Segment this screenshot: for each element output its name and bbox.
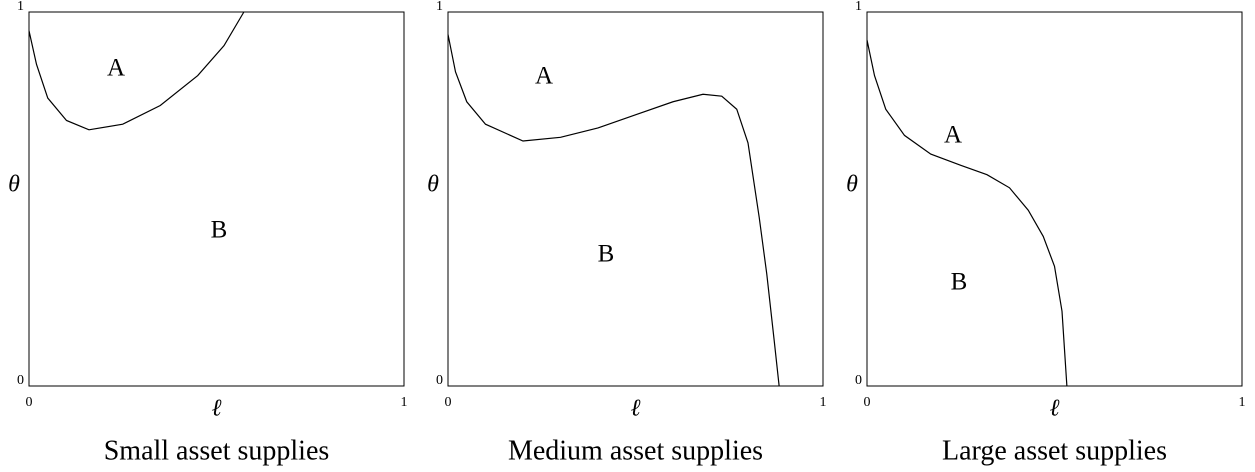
- plot-frame: [28, 11, 405, 387]
- panel-caption: Large asset supplies: [942, 435, 1167, 466]
- y-tick-label: 1: [436, 0, 443, 14]
- x-axis-label: ℓ: [1050, 396, 1060, 422]
- panel-caption: Small asset supplies: [104, 435, 330, 466]
- x-axis-label: ℓ: [631, 396, 641, 422]
- x-tick-label: 0: [864, 395, 871, 410]
- x-tick-label: 1: [1239, 395, 1246, 410]
- y-tick-label: 0: [17, 373, 24, 388]
- y-tick-label: 0: [855, 373, 862, 388]
- boundary-curve: [447, 34, 780, 387]
- boundary-curve: [866, 39, 1068, 387]
- x-tick-label: 1: [820, 395, 827, 410]
- y-tick-label: 1: [855, 0, 862, 14]
- y-axis-label: θ: [846, 172, 858, 198]
- y-axis-label: θ: [427, 172, 439, 198]
- region-label: B: [211, 217, 228, 244]
- region-label: B: [951, 269, 968, 296]
- panel-caption: Medium asset supplies: [508, 435, 763, 466]
- x-axis-label: ℓ: [212, 396, 222, 422]
- boundary-curve: [28, 11, 245, 131]
- region-label: A: [107, 55, 125, 82]
- y-tick-label: 0: [436, 373, 443, 388]
- x-tick-label: 0: [445, 395, 452, 410]
- x-tick-label: 1: [401, 395, 408, 410]
- y-axis-label: θ: [8, 172, 20, 198]
- region-label: A: [535, 63, 553, 90]
- plot-frame: [866, 11, 1243, 387]
- plot-frame: [447, 11, 824, 387]
- region-label: A: [944, 122, 962, 149]
- x-tick-label: 0: [26, 395, 33, 410]
- region-label: B: [598, 241, 615, 268]
- y-tick-label: 1: [17, 0, 24, 14]
